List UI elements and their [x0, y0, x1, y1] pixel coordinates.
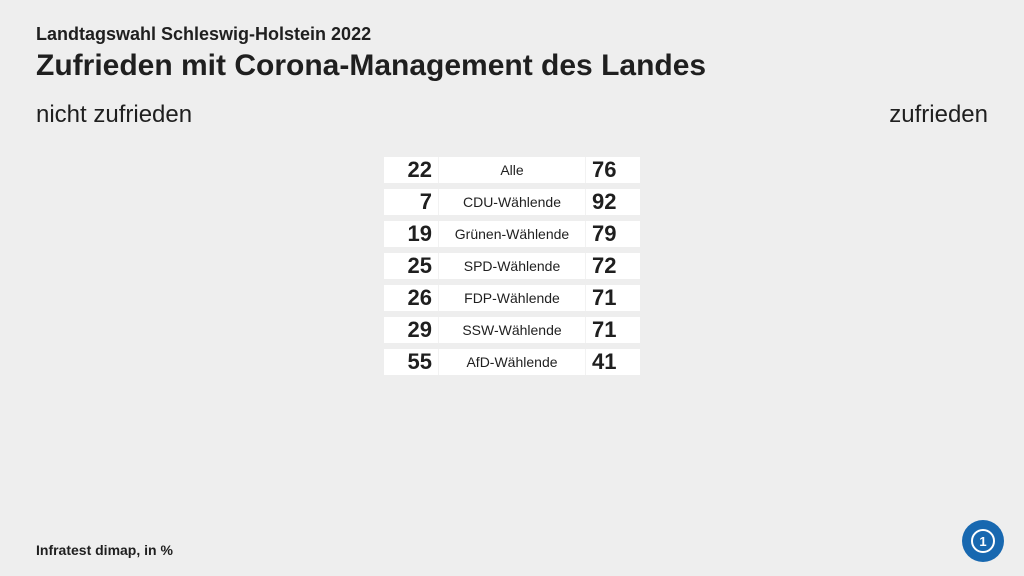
bar-row: 29SSW-Wählende71 — [36, 317, 988, 343]
bar-row: 7CDU-Wählende92 — [36, 189, 988, 215]
bar-left-half: 7 — [36, 189, 438, 215]
footer-source: Infratest dimap, in % — [36, 542, 173, 558]
bar-right-value: 72 — [586, 253, 640, 279]
bar-right-half: 79 — [586, 221, 988, 247]
bar-category-label: Grünen-Wählende — [438, 221, 586, 247]
bar-right-value: 41 — [586, 349, 640, 375]
bar-category-label: AfD-Wählende — [438, 349, 586, 375]
subtitle: Landtagswahl Schleswig-Holstein 2022 — [36, 24, 988, 45]
bar-left-value: 29 — [384, 317, 438, 343]
bar-left-value: 22 — [384, 157, 438, 183]
bar-right-half: 41 — [586, 349, 988, 375]
bar-category-label: CDU-Wählende — [438, 189, 586, 215]
bar-left-half: 19 — [36, 221, 438, 247]
bar-row: 25SPD-Wählende72 — [36, 253, 988, 279]
bar-right-value: 76 — [586, 157, 640, 183]
broadcaster-logo: 1 — [962, 520, 1004, 562]
bar-category-label: SSW-Wählende — [438, 317, 586, 343]
bar-right-half: 72 — [586, 253, 988, 279]
chart-container: Landtagswahl Schleswig-Holstein 2022 Zuf… — [0, 0, 1024, 576]
bar-right-value: 92 — [586, 189, 640, 215]
bar-left-half: 22 — [36, 157, 438, 183]
bar-category-label: SPD-Wählende — [438, 253, 586, 279]
bar-row: 26FDP-Wählende71 — [36, 285, 988, 311]
bar-left-half: 25 — [36, 253, 438, 279]
bar-right-half: 71 — [586, 317, 988, 343]
axis-label-left: nicht zufrieden — [36, 101, 192, 129]
bar-left-half: 26 — [36, 285, 438, 311]
bar-left-half: 29 — [36, 317, 438, 343]
bar-row: 19Grünen-Wählende79 — [36, 221, 988, 247]
bar-left-value: 26 — [384, 285, 438, 311]
broadcaster-logo-glyph: 1 — [971, 529, 995, 553]
bar-category-label: FDP-Wählende — [438, 285, 586, 311]
bar-left-value: 25 — [384, 253, 438, 279]
bar-row: 55AfD-Wählende41 — [36, 349, 988, 375]
bar-left-value: 55 — [384, 349, 438, 375]
bar-right-value: 71 — [586, 317, 640, 343]
diverging-bar-chart: 22Alle76 7CDU-Wählende92 19Grünen-Wählende… — [36, 157, 988, 375]
bar-left-value: 7 — [384, 189, 438, 215]
bar-left-half: 55 — [36, 349, 438, 375]
axis-label-right: zufrieden — [889, 101, 988, 129]
bar-right-half: 92 — [586, 189, 988, 215]
chart-title: Zufrieden mit Corona-Management des Land… — [36, 49, 988, 83]
bar-right-value: 71 — [586, 285, 640, 311]
bar-left-value: 19 — [384, 221, 438, 247]
bar-right-half: 76 — [586, 157, 988, 183]
bar-row: 22Alle76 — [36, 157, 988, 183]
bar-category-label: Alle — [438, 157, 586, 183]
axis-labels: nicht zufrieden zufrieden — [36, 101, 988, 129]
bar-right-half: 71 — [586, 285, 988, 311]
bar-right-value: 79 — [586, 221, 640, 247]
